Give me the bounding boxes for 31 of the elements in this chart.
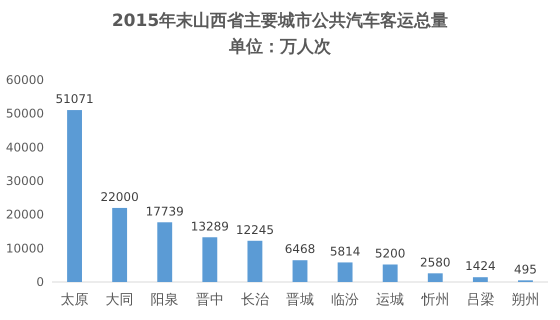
data-label: 22000: [100, 190, 139, 204]
title: 2015年末山西省主要城市公共汽车客运总量: [112, 11, 448, 31]
data-label: 17739: [146, 204, 184, 218]
y-tick-label: 50000: [6, 106, 44, 121]
data-label: 495: [514, 262, 537, 276]
data-label: 13289: [190, 219, 229, 234]
y-tick-label: 10000: [6, 241, 44, 256]
y-tick-label: 0: [36, 275, 44, 289]
data-label: 1424: [465, 259, 496, 274]
y-tick-label: 60000: [6, 73, 44, 87]
x-tick-label: 晋中: [196, 292, 224, 308]
data-label: 12245: [236, 222, 274, 237]
data-label: 5814: [330, 244, 360, 258]
x-tick-label: 阳泉: [150, 292, 179, 308]
data-label: 5200: [374, 246, 406, 260]
y-tick-label: 20000: [6, 208, 44, 222]
x-tick-label: 朔州: [511, 292, 540, 308]
x-tick-label: 晋城: [286, 292, 314, 308]
subtitle: 单位：万人次: [229, 37, 331, 57]
x-tick-label: 临汾: [331, 292, 360, 308]
x-tick-label: 吕梁: [466, 292, 494, 308]
data-label: 51071: [55, 92, 94, 106]
y-tick-label: 30000: [6, 174, 44, 188]
data-label: 2580: [420, 255, 451, 270]
y-tick-label: 40000: [6, 140, 44, 154]
x-tick-label: 运城: [376, 292, 404, 308]
x-tick-label: 大同: [106, 292, 134, 308]
data-label: 6468: [284, 242, 316, 256]
x-tick-label: 忻州: [420, 292, 450, 308]
x-tick-label: 太原: [60, 292, 89, 308]
x-tick-label: 长治: [240, 292, 269, 308]
